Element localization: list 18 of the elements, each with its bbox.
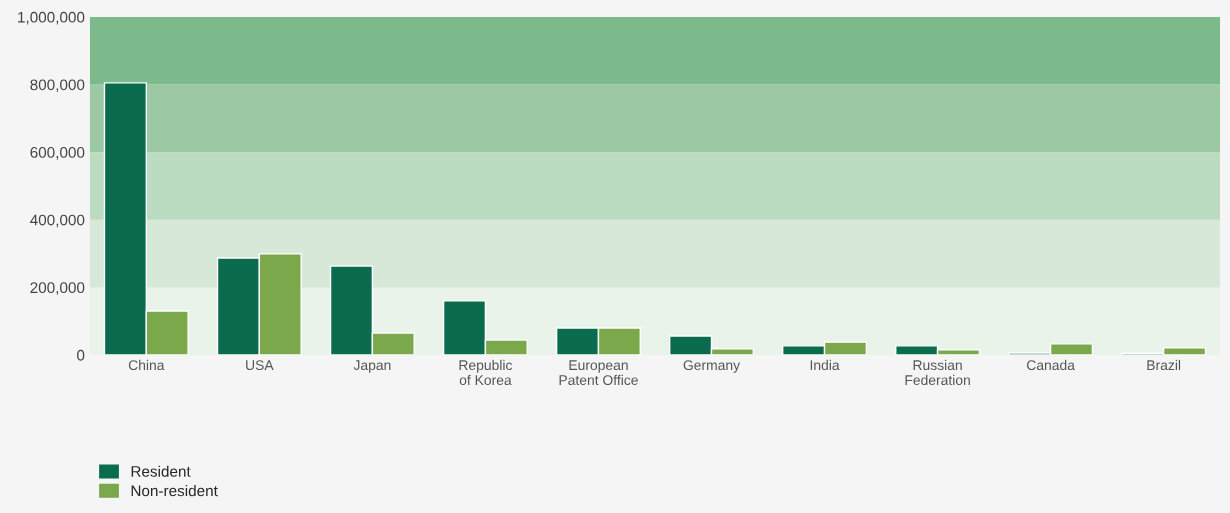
x-tick-label: USA	[246, 360, 274, 371]
y-tick-label: 800,000	[30, 79, 85, 93]
x-tick-label: Germany	[683, 360, 741, 373]
x-tick-label: Brazil	[1147, 359, 1181, 371]
legend-label: Non-resident	[131, 485, 218, 497]
y-tick-label: 0	[77, 349, 85, 361]
x-tick-label: Republic of Korea	[459, 359, 513, 386]
x-tick-label: European Patent Office	[559, 360, 638, 386]
y-tick-label: 200,000	[30, 282, 85, 295]
x-tick-label: Russian Federation	[905, 359, 970, 386]
y-tick-label: 1,000,000	[18, 11, 85, 25]
y-tick-label: 400,000	[30, 214, 85, 228]
x-tick-label: Japan	[353, 360, 391, 373]
x-tick-label: Canada	[1026, 359, 1075, 371]
y-tick-label: 600,000	[30, 147, 85, 160]
x-tick-label: India	[810, 359, 840, 371]
legend-label: Resident	[131, 465, 191, 477]
x-tick-label: China	[128, 359, 165, 371]
